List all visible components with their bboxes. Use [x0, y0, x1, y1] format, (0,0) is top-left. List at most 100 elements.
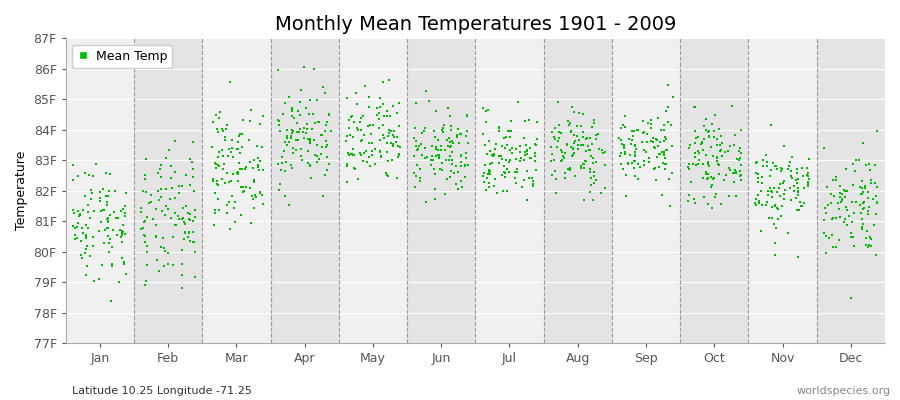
Mean Temp: [617, 148, 632, 155]
Mean Temp: [834, 197, 849, 203]
Mean Temp: [702, 133, 716, 139]
Mean Temp: [243, 220, 257, 226]
Mean Temp: [782, 162, 796, 169]
Mean Temp: [652, 139, 667, 145]
Mean Temp: [452, 140, 466, 146]
Mean Temp: [428, 144, 443, 150]
Mean Temp: [274, 167, 289, 173]
Mean Temp: [101, 219, 115, 226]
Mean Temp: [576, 111, 590, 118]
Mean Temp: [784, 173, 798, 179]
Mean Temp: [346, 146, 360, 152]
Mean Temp: [221, 179, 236, 185]
Mean Temp: [221, 199, 236, 206]
Mean Temp: [212, 154, 226, 160]
Mean Temp: [185, 173, 200, 180]
Mean Temp: [687, 104, 701, 110]
Mean Temp: [705, 204, 719, 211]
Mean Temp: [777, 143, 791, 150]
Mean Temp: [220, 153, 235, 160]
Mean Temp: [860, 242, 874, 248]
Mean Temp: [414, 130, 428, 136]
Mean Temp: [701, 201, 716, 207]
Mean Temp: [314, 132, 328, 138]
Mean Temp: [249, 194, 264, 200]
Mean Temp: [431, 152, 446, 158]
Mean Temp: [551, 138, 565, 144]
Mean Temp: [417, 128, 431, 134]
Mean Temp: [175, 183, 189, 189]
Mean Temp: [443, 113, 457, 119]
Mean Temp: [586, 117, 600, 123]
Mean Temp: [687, 196, 701, 202]
Mean Temp: [816, 230, 831, 236]
Mean Temp: [451, 126, 465, 132]
Mean Temp: [529, 136, 544, 142]
Mean Temp: [612, 135, 626, 142]
Mean Temp: [858, 182, 872, 189]
Mean Temp: [425, 153, 439, 160]
Mean Temp: [510, 169, 525, 175]
Mean Temp: [688, 104, 702, 110]
Mean Temp: [355, 137, 369, 143]
Mean Temp: [138, 282, 152, 288]
Mean Temp: [445, 138, 459, 144]
Mean Temp: [234, 184, 248, 190]
Mean Temp: [374, 149, 388, 156]
Mean Temp: [491, 160, 506, 166]
Mean Temp: [410, 146, 425, 152]
Mean Temp: [251, 154, 266, 161]
Mean Temp: [783, 158, 797, 165]
Mean Temp: [183, 211, 197, 217]
Mean Temp: [504, 118, 518, 125]
Mean Temp: [802, 176, 816, 182]
Mean Temp: [285, 105, 300, 111]
Mean Temp: [846, 182, 860, 188]
Mean Temp: [436, 129, 450, 136]
Mean Temp: [454, 153, 469, 159]
Mean Temp: [503, 134, 517, 140]
Mean Temp: [628, 143, 643, 150]
Mean Temp: [426, 157, 440, 163]
Mean Temp: [557, 154, 572, 161]
Mean Temp: [486, 152, 500, 159]
Mean Temp: [247, 179, 261, 185]
Mean Temp: [787, 188, 801, 194]
Mean Temp: [790, 207, 805, 213]
Mean Temp: [655, 148, 670, 155]
Mean Temp: [714, 201, 728, 207]
Mean Temp: [501, 128, 516, 134]
Mean Temp: [340, 179, 355, 186]
Mean Temp: [688, 150, 702, 157]
Mean Temp: [227, 205, 241, 211]
Mean Temp: [855, 205, 869, 212]
Mean Temp: [495, 156, 509, 162]
Mean Temp: [714, 133, 728, 139]
Mean Temp: [733, 168, 747, 174]
Mean Temp: [246, 193, 260, 199]
Mean Temp: [765, 204, 779, 211]
Mean Temp: [362, 154, 376, 161]
Mean Temp: [320, 142, 335, 148]
Mean Temp: [444, 142, 458, 149]
Mean Temp: [383, 128, 398, 135]
Mean Temp: [382, 126, 396, 133]
Mean Temp: [177, 220, 192, 227]
Mean Temp: [246, 196, 260, 202]
Mean Temp: [840, 207, 854, 213]
Mean Temp: [428, 134, 442, 140]
Mean Temp: [340, 161, 355, 168]
Mean Temp: [625, 160, 639, 166]
Mean Temp: [183, 217, 197, 224]
Mean Temp: [706, 174, 721, 181]
Mean Temp: [212, 115, 227, 121]
Mean Temp: [574, 163, 589, 169]
Mean Temp: [755, 202, 770, 208]
Mean Temp: [774, 168, 788, 174]
Mean Temp: [105, 244, 120, 250]
Mean Temp: [764, 167, 778, 174]
Mean Temp: [418, 125, 432, 131]
Mean Temp: [547, 157, 562, 164]
Mean Temp: [364, 130, 379, 137]
Mean Temp: [93, 194, 107, 201]
